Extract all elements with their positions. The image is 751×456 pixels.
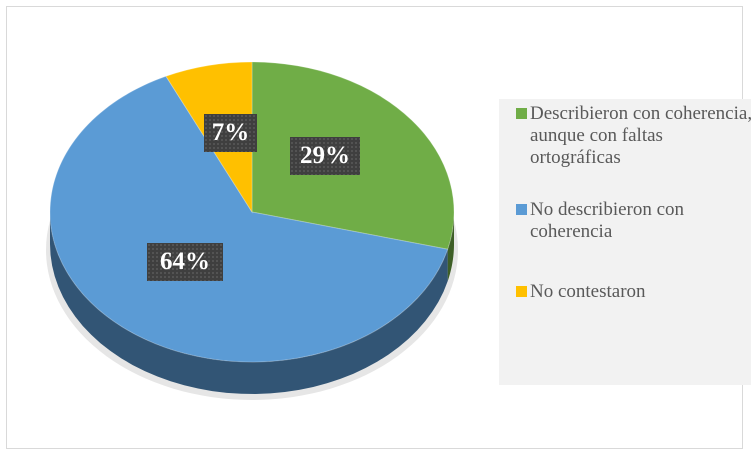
legend-label: No describieron con coherencia xyxy=(530,199,685,242)
legend-label: Describieron con coherencia, aunque con … xyxy=(530,103,751,168)
legend-label: No contestaron xyxy=(530,281,646,302)
data-label-yellow: 7% xyxy=(204,114,257,152)
pie-chart xyxy=(46,61,458,400)
legend-swatch-green xyxy=(516,108,527,119)
legend-swatch-blue xyxy=(516,204,527,215)
chart-frame: 29% 64% 7% Describieron con coherencia, … xyxy=(6,6,751,449)
legend-swatch-yellow xyxy=(516,286,527,297)
data-label-green: 29% xyxy=(290,137,360,175)
pie-side-1 xyxy=(50,212,448,394)
data-label-blue: 64% xyxy=(147,243,223,281)
pie-side-0 xyxy=(447,212,454,282)
pie-slice-1 xyxy=(49,75,449,363)
legend: Describieron con coherencia, aunque con … xyxy=(499,99,751,385)
